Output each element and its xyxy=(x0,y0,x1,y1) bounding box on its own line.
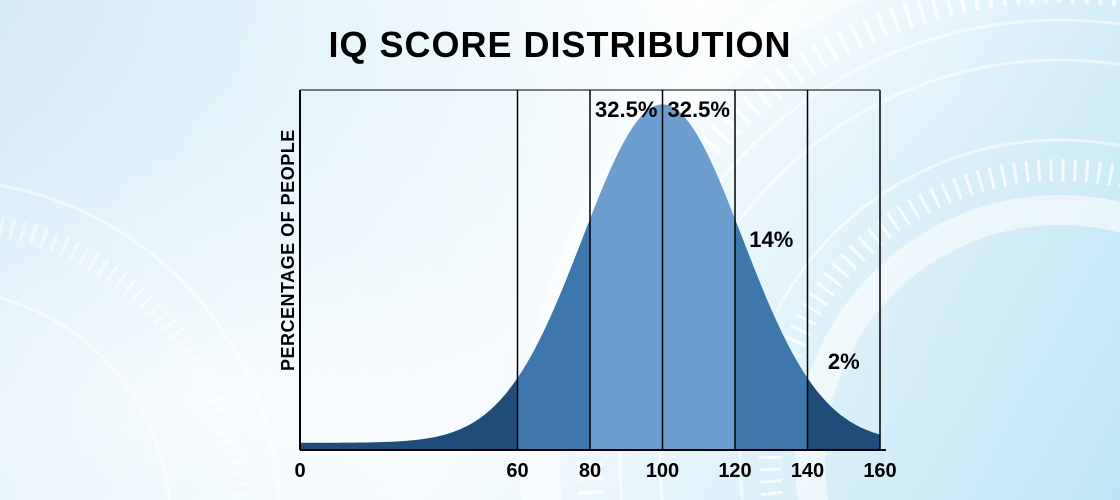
x-tick-label: 60 xyxy=(506,460,528,483)
x-tick-label: 120 xyxy=(718,460,751,483)
curve-segment xyxy=(590,104,663,450)
stage: IQ SCORE DISTRIBUTION PERCENTAGE OF PEOP… xyxy=(0,0,1120,500)
x-tick-label: 100 xyxy=(646,460,679,483)
x-tick-label: 160 xyxy=(863,460,896,483)
curve-segment xyxy=(300,378,518,450)
curve-segment xyxy=(663,104,736,450)
curve-segment xyxy=(808,378,881,450)
curve-segment xyxy=(735,219,808,450)
percentage-label: 14% xyxy=(749,227,793,253)
percentage-label: 32.5% xyxy=(668,97,730,123)
x-tick-label: 80 xyxy=(579,460,601,483)
bell-curve-chart xyxy=(0,0,1120,500)
percentage-label: 2% xyxy=(828,349,860,375)
curve-segment xyxy=(518,219,591,450)
x-tick-label: 140 xyxy=(791,460,824,483)
x-tick-label: 0 xyxy=(294,460,305,483)
percentage-label: 32.5% xyxy=(595,97,657,123)
